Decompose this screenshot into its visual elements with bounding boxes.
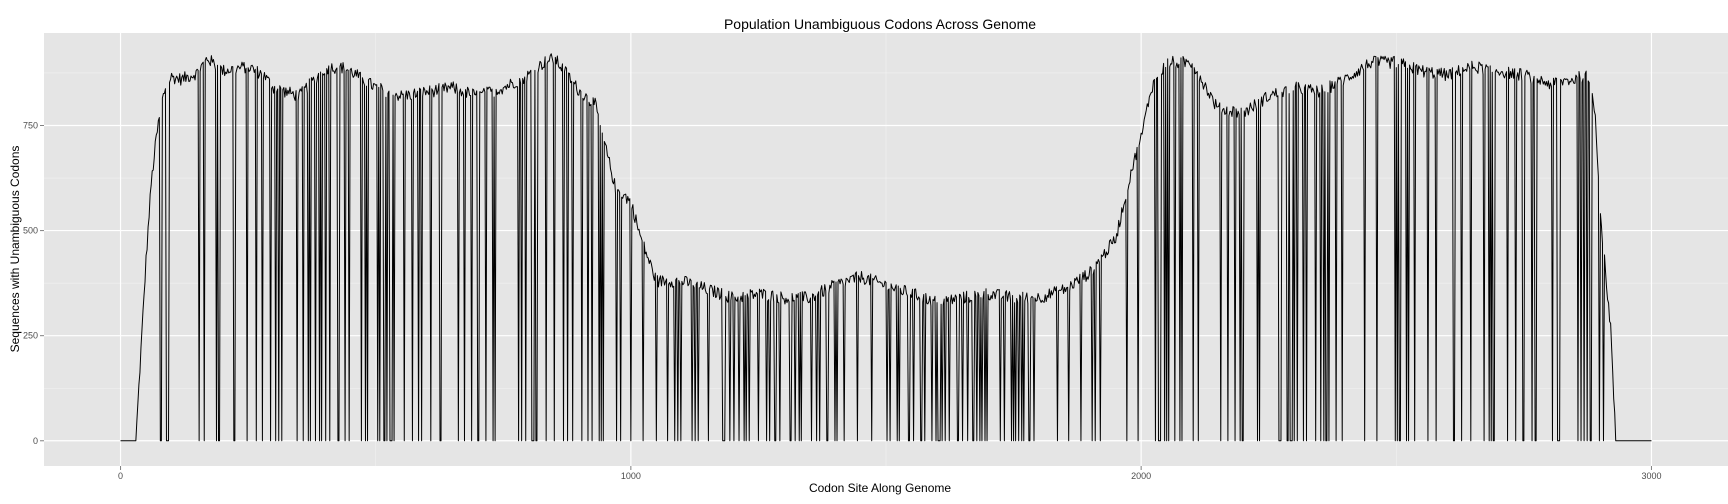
x-tick-label: 1000 — [621, 471, 641, 481]
y-tick-label: 500 — [23, 226, 38, 236]
x-tick-label: 2000 — [1131, 471, 1151, 481]
y-tick-label: 250 — [23, 331, 38, 341]
x-tick-label: 3000 — [1641, 471, 1661, 481]
x-tick-label: 0 — [118, 471, 123, 481]
x-axis-title: Codon Site Along Genome — [809, 481, 951, 495]
y-axis-title: Sequences with Unambiguous Codons — [8, 146, 22, 353]
grid-major — [44, 33, 1728, 466]
series-group — [120, 53, 1652, 442]
series-line — [120, 53, 1652, 442]
y-tick-label: 750 — [23, 120, 38, 130]
y-tick-label: 0 — [33, 436, 38, 446]
x-axis-ticks: 0 1000 2000 3000 — [118, 466, 1661, 481]
chart-title: Population Unambiguous Codons Across Gen… — [724, 16, 1036, 32]
y-axis-ticks: 0 250 500 750 — [23, 120, 44, 446]
